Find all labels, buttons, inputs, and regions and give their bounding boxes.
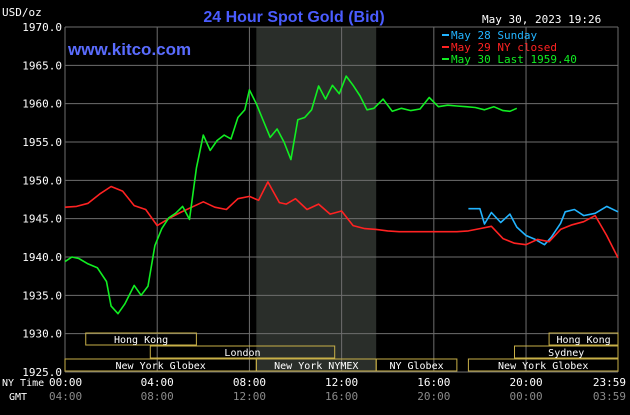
session-box: London	[149, 345, 336, 359]
gmt-tick-label: 12:00	[233, 390, 266, 403]
session-label: Sydney	[548, 348, 584, 359]
y-tick-label: 1925.0	[22, 366, 62, 379]
ny-tick-label: 04:00	[141, 376, 174, 389]
session-box-outline	[149, 345, 336, 359]
ny-tick-label: 00:00	[49, 376, 82, 389]
session-box-outline	[85, 332, 197, 346]
ny-tick-label: 08:00	[233, 376, 266, 389]
session-label: London	[224, 348, 260, 359]
gmt-tick-label: 08:00	[141, 390, 174, 403]
legend-label: May 28 Sunday	[451, 29, 537, 42]
y-tick-label: 1950.0	[22, 174, 62, 187]
y-tick-label: 1945.0	[22, 213, 62, 226]
datetime-label: May 30, 2023 19:26	[482, 13, 601, 26]
grid-lines	[64, 26, 619, 373]
unit-label: USD/oz	[2, 6, 42, 19]
ny-tick-label: 20:00	[509, 376, 542, 389]
y-axis: 1925.0 1930.0 1935.0 1940.0 1945.0 1950.0 1955…	[22, 21, 62, 379]
session-box: Sydney	[513, 345, 619, 359]
session-label: New York Globex	[116, 361, 206, 372]
y-tick-label: 1940.0	[22, 251, 62, 264]
trading-sessions: Hong Kong London New York Globex New York N…	[64, 332, 619, 372]
y-tick-label: 1935.0	[22, 289, 62, 302]
legend-item: May 28 Sunday	[442, 29, 537, 42]
nymex-shaded-region	[256, 27, 377, 372]
gmt-tick-label: 00:00	[509, 390, 542, 403]
brand-link[interactable]: www.kitco.com	[67, 40, 191, 59]
session-label: Hong Kong	[114, 335, 168, 346]
session-box-outline	[467, 358, 619, 372]
legend-label: May 29 NY closed	[451, 41, 557, 54]
y-tick-label: 1970.0	[22, 21, 62, 34]
session-box-outline	[513, 345, 619, 359]
y-tick-label: 1960.0	[22, 98, 62, 111]
ny-tick-label: 23:59	[593, 376, 626, 389]
y-tick-label: 1955.0	[22, 136, 62, 149]
gmt-tick-label: 03:59	[593, 390, 626, 403]
session-label: NY Globex	[389, 361, 443, 372]
chart-title: 24 Hour Spot Gold (Bid)	[203, 9, 384, 26]
legend-label: May 30 Last 1959.40	[451, 53, 577, 66]
session-label: New York Globex	[498, 361, 588, 372]
session-label: Hong Kong	[556, 335, 610, 346]
ny-tick-label: 16:00	[417, 376, 450, 389]
ny-tick-label: 12:00	[325, 376, 358, 389]
legend-item: May 29 NY closed	[442, 41, 557, 54]
session-box: Hong Kong	[548, 332, 619, 346]
session-box: New York NYMEX	[255, 358, 377, 372]
series-line-1	[64, 181, 619, 259]
session-box: New York Globex	[467, 358, 619, 372]
session-box-outline	[375, 358, 458, 372]
session-box: Hong Kong	[85, 332, 197, 346]
series-line-0	[468, 205, 619, 246]
session-box-outline	[548, 332, 619, 346]
session-label: New York NYMEX	[274, 361, 358, 372]
y-tick-label: 1965.0	[22, 59, 62, 72]
gmt-tick-label: 04:00	[49, 390, 82, 403]
gmt-tick-label: 16:00	[325, 390, 358, 403]
legend-item: May 30 Last 1959.40	[442, 53, 577, 66]
session-box: NY Globex	[375, 358, 458, 372]
series-layer	[64, 75, 619, 315]
series-line-2	[64, 75, 518, 315]
ny-time-axis-label: NY Time	[2, 378, 44, 389]
gmt-axis-label: GMT	[9, 392, 27, 403]
gmt-tick-label: 20:00	[417, 390, 450, 403]
y-tick-label: 1930.0	[22, 328, 62, 341]
